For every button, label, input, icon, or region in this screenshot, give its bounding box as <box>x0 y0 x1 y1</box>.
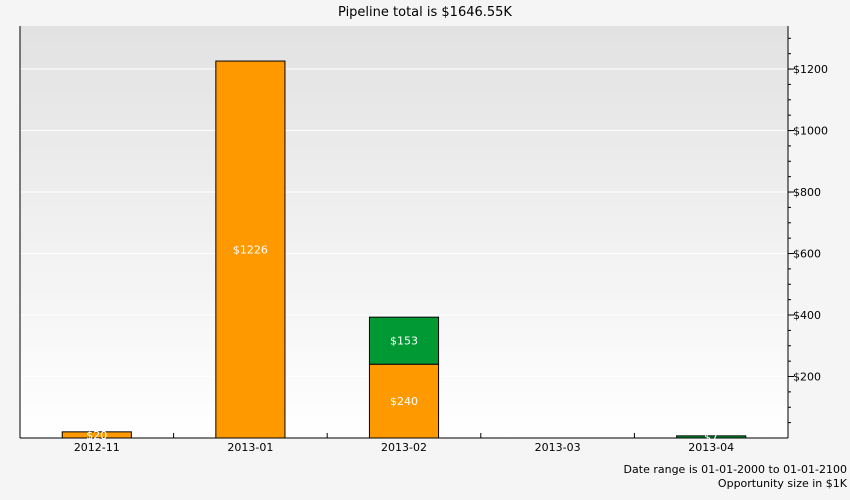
chart-footer: Date range is 01-01-2000 to 01-01-2100 O… <box>624 463 847 491</box>
date-range-text: Date range is 01-01-2000 to 01-01-2100 <box>623 463 847 476</box>
chart-title: Pipeline total is $1646.55K <box>338 5 512 20</box>
x-tick-label: 2013-04 <box>688 441 734 454</box>
bar-segment <box>368 363 440 439</box>
x-tick-label: 2012-11 <box>74 441 120 454</box>
bar-value-label: $20 <box>86 429 107 442</box>
x-tick-label: 2013-01 <box>227 441 273 454</box>
bar-segment <box>368 316 440 365</box>
opportunity-size-text: Opportunity size in $1K <box>717 477 847 490</box>
y-tick-label: $400 <box>793 309 821 322</box>
y-tick-label: $600 <box>793 248 821 261</box>
bar-value-label: $1226 <box>233 244 268 257</box>
x-tick-label: 2013-03 <box>535 441 581 454</box>
y-tick-label: $1000 <box>793 125 828 138</box>
bar-value-label: $153 <box>390 335 418 348</box>
bar-segment <box>215 60 286 439</box>
bar-value-label: $7 <box>704 431 718 444</box>
y-tick-label: $800 <box>793 186 821 199</box>
x-tick-label: 2013-02 <box>381 441 427 454</box>
y-tick-label: $200 <box>793 371 821 384</box>
bar-value-label: $240 <box>390 395 418 408</box>
y-tick-label: $1200 <box>793 63 828 76</box>
